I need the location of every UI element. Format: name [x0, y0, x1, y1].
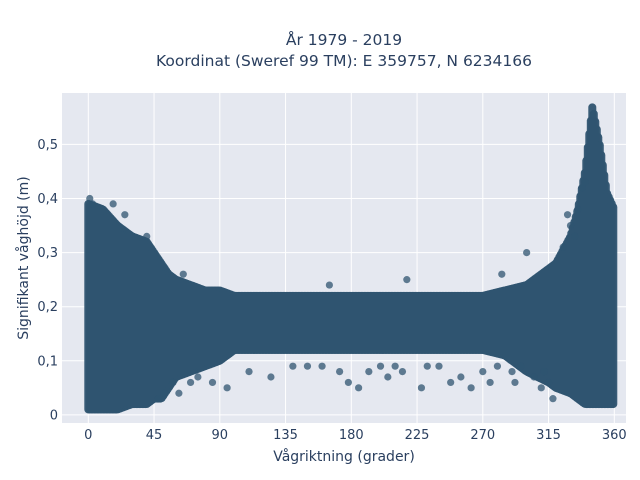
data-point: [223, 384, 231, 392]
data-point: [457, 373, 465, 381]
data-point: [423, 362, 431, 370]
data-point: [355, 384, 363, 392]
y-tick-label: 0,4: [37, 192, 58, 207]
data-point: [530, 373, 538, 381]
data-point: [160, 389, 168, 397]
data-point: [498, 270, 506, 278]
data-point: [467, 384, 475, 392]
data-point: [365, 368, 373, 376]
y-tick-label: 0,1: [37, 354, 58, 369]
data-point: [398, 368, 407, 376]
data-points: [84, 103, 618, 414]
data-point: [325, 281, 333, 289]
x-tick-label: 180: [339, 428, 364, 443]
data-point: [143, 232, 151, 240]
data-point: [581, 178, 589, 186]
data-point: [86, 194, 94, 203]
data-point: [303, 362, 312, 370]
x-tick-label: 315: [536, 428, 561, 443]
data-point: [121, 211, 129, 219]
data-point: [175, 389, 183, 397]
data-point: [267, 373, 275, 381]
chart-subtitle: Koordinat (Sweref 99 TM): E 359757, N 62…: [156, 52, 532, 70]
y-tick-label: 0: [50, 408, 58, 423]
x-tick-label: 90: [212, 428, 229, 443]
y-axis-label: Signifikant våghöjd (m): [15, 176, 32, 339]
data-point: [403, 276, 411, 284]
data-point: [435, 362, 443, 370]
x-tick-label: 45: [146, 428, 163, 443]
x-tick-label: 360: [602, 428, 627, 443]
data-point: [186, 378, 195, 387]
data-point: [479, 368, 487, 376]
data-point: [417, 384, 426, 392]
data-point: [574, 205, 582, 213]
data-point: [179, 270, 187, 278]
data-point: [245, 368, 253, 376]
y-axis-ticks: 0 0,1 0,2 0,3 0,4 0,5: [37, 138, 58, 423]
data-point: [344, 378, 352, 387]
data-point: [318, 362, 326, 370]
data-point: [578, 184, 586, 192]
y-tick-label: 0,3: [37, 246, 58, 261]
data-point: [384, 373, 392, 381]
data-point: [571, 232, 579, 240]
y-tick-label: 0,2: [37, 300, 58, 315]
data-point: [336, 368, 344, 376]
data-point: [549, 395, 557, 403]
chart-title: År 1979 - 2019: [286, 30, 402, 49]
data-point: [517, 362, 525, 370]
data-point: [544, 378, 553, 387]
y-tick-label: 0,5: [37, 138, 58, 153]
data-point: [486, 378, 494, 387]
data-point: [537, 384, 545, 392]
x-tick-label: 0: [84, 428, 92, 443]
data-point: [289, 362, 297, 370]
data-point: [391, 362, 399, 370]
x-axis-label: Vågriktning (grader): [273, 448, 415, 465]
x-tick-label: 225: [405, 428, 430, 443]
x-axis-ticks: 0 45 90 135 180 225 270 315 360: [84, 428, 627, 443]
data-point: [559, 243, 567, 251]
data-point: [89, 200, 97, 208]
data-point: [511, 378, 519, 387]
data-point: [540, 368, 548, 376]
data-point: [563, 211, 572, 219]
x-tick-label: 135: [273, 428, 298, 443]
data-point: [376, 362, 385, 370]
x-tick-label: 270: [470, 428, 495, 443]
data-point: [109, 200, 117, 208]
data-point: [523, 248, 531, 257]
data-point: [508, 368, 516, 376]
data-point: [447, 378, 455, 387]
data-point: [566, 221, 575, 230]
data-point: [208, 378, 217, 387]
data-point: [169, 378, 177, 387]
data-point: [493, 362, 502, 370]
data-point: [194, 373, 202, 381]
data-point: [154, 395, 163, 403]
